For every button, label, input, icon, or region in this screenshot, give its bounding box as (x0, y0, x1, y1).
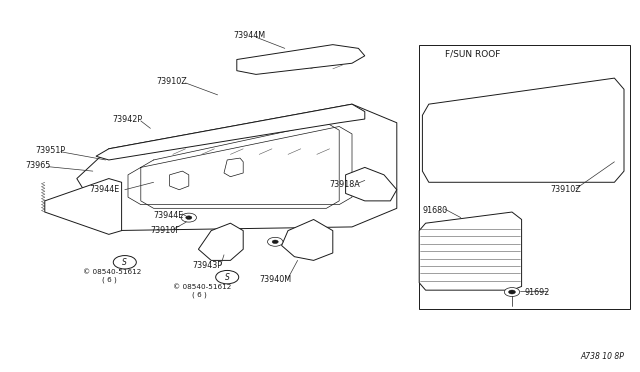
Text: 73944E: 73944E (154, 211, 184, 220)
Text: © 08540-51612: © 08540-51612 (83, 269, 141, 275)
Circle shape (216, 270, 239, 284)
Text: 91692: 91692 (525, 288, 550, 296)
Circle shape (504, 288, 520, 296)
Text: © 08540-51612: © 08540-51612 (173, 284, 231, 290)
Text: F/SUN ROOF: F/SUN ROOF (445, 49, 500, 58)
Text: S: S (225, 273, 230, 282)
Text: 73910Z: 73910Z (157, 77, 188, 86)
Text: 73944E: 73944E (90, 185, 120, 194)
Text: A738 10 8P: A738 10 8P (580, 352, 624, 361)
Text: 73940M: 73940M (259, 275, 291, 283)
Text: 73943P: 73943P (192, 262, 222, 270)
Text: ( 6 ): ( 6 ) (102, 276, 117, 283)
Text: 73951P: 73951P (35, 146, 65, 155)
Text: S: S (122, 258, 127, 267)
Circle shape (268, 237, 283, 246)
Text: 73944M: 73944M (234, 31, 266, 40)
Polygon shape (419, 45, 630, 309)
Circle shape (113, 256, 136, 269)
Polygon shape (282, 219, 333, 260)
Text: 73965: 73965 (26, 161, 51, 170)
Polygon shape (422, 78, 624, 182)
Polygon shape (346, 167, 397, 201)
Circle shape (186, 216, 192, 219)
Polygon shape (45, 179, 122, 234)
Circle shape (509, 290, 515, 294)
Polygon shape (77, 104, 397, 231)
Polygon shape (224, 158, 243, 177)
Circle shape (181, 213, 196, 222)
Polygon shape (198, 223, 243, 260)
Text: ( 6 ): ( 6 ) (192, 292, 207, 298)
Polygon shape (170, 171, 189, 190)
Text: 73910Z: 73910Z (550, 185, 581, 194)
Polygon shape (237, 45, 365, 74)
Circle shape (272, 240, 278, 244)
Polygon shape (419, 212, 522, 290)
Polygon shape (96, 104, 365, 160)
Text: 91680: 91680 (422, 206, 447, 215)
Text: 73918A: 73918A (330, 180, 360, 189)
Text: 73942P: 73942P (112, 115, 142, 124)
Text: 73910F: 73910F (150, 226, 180, 235)
